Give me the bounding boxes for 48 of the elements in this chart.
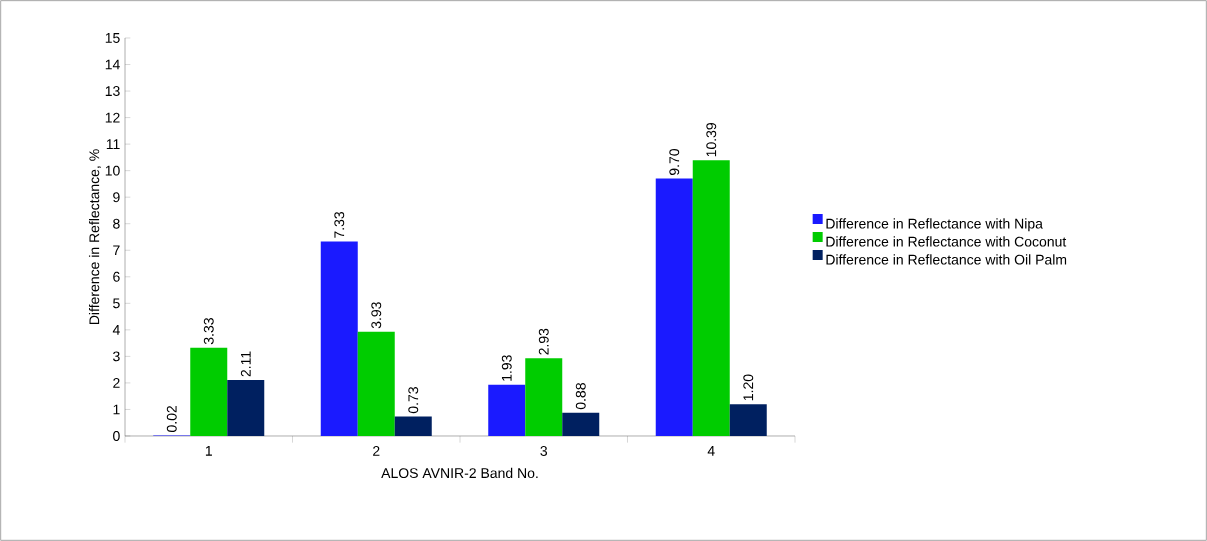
bar <box>227 380 265 436</box>
bar <box>190 347 228 436</box>
bar <box>562 412 600 436</box>
data-label: 2.11 <box>240 351 251 377</box>
y-tick-label: 10 <box>105 165 120 176</box>
y-tick-label: 8 <box>113 218 120 229</box>
data-label: 0.02 <box>166 405 177 432</box>
data-label: 3.33 <box>203 318 214 345</box>
data-label: 10.39 <box>706 123 717 157</box>
data-label: 9.70 <box>669 148 680 176</box>
x-tick-label: 2 <box>373 446 380 456</box>
y-tick-label: 6 <box>113 271 120 282</box>
y-tick-label: 11 <box>106 139 120 149</box>
y-tick-label: 3 <box>113 351 120 362</box>
y-tick-label: 14 <box>105 59 120 70</box>
y-tick-label: 1 <box>113 404 120 415</box>
legend-label: Difference in Reflectance with Coconut <box>826 236 1067 247</box>
data-label: 1.20 <box>743 374 754 401</box>
data-label: 2.93 <box>538 328 549 355</box>
bar <box>488 384 526 436</box>
data-label: 7.33 <box>334 211 345 238</box>
bar <box>692 160 730 436</box>
y-tick-label: 7 <box>113 245 120 256</box>
data-label: 0.73 <box>408 387 419 414</box>
y-tick-label: 15 <box>105 33 120 43</box>
y-tick-label: 13 <box>105 86 120 97</box>
x-axis-title: ALOS AVNIR-2 Band No. <box>381 467 538 479</box>
y-tick-label: 5 <box>113 298 120 309</box>
bar <box>320 241 358 436</box>
bar <box>729 404 767 436</box>
bar <box>394 416 432 436</box>
legend-label: Difference in Reflectance with Oil Palm <box>826 254 1067 265</box>
y-tick-label: 0 <box>113 431 120 441</box>
x-tick-label: 4 <box>707 446 715 456</box>
x-tick-label: 3 <box>540 446 548 456</box>
data-label: 1.93 <box>501 355 512 381</box>
y-tick-label: 4 <box>112 325 120 335</box>
y-tick-label: 12 <box>105 112 120 123</box>
bar <box>655 178 693 436</box>
data-label: 3.93 <box>371 302 382 329</box>
y-tick-label: 9 <box>113 192 120 203</box>
y-axis-title: Difference in Reflectance, % <box>88 149 101 325</box>
y-tick-label: 2 <box>113 378 120 388</box>
data-label: 0.88 <box>575 383 586 410</box>
bar <box>525 358 563 436</box>
bar <box>357 331 395 436</box>
x-tick-label: 1 <box>205 446 212 456</box>
legend-label: Difference in Reflectance with Nipa <box>826 218 1043 232</box>
